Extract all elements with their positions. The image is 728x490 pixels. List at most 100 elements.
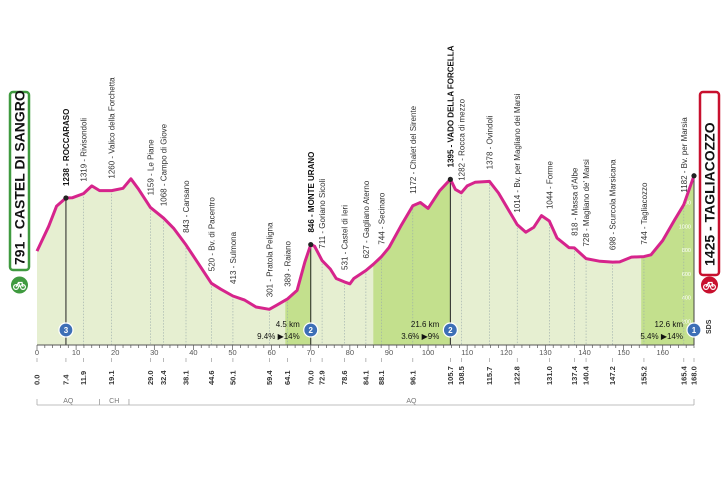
km-point-label: 11.9 — [79, 371, 88, 385]
km-point-label: 131.0 — [545, 366, 554, 385]
km-point-label: 29.0 — [146, 370, 155, 385]
km-tick-label: 60 — [267, 348, 275, 357]
km-point-label: 38.1 — [181, 370, 190, 385]
waypoint-label: 818 - Massa d'Albe — [570, 167, 579, 236]
region-label: CH — [109, 398, 119, 405]
km-point-label: 137.4 — [570, 365, 579, 385]
waypoint-label: 728 - Magliano de' Marsi — [582, 159, 591, 247]
climb-zone-fill — [641, 175, 694, 345]
km-point-label: 122.8 — [513, 366, 522, 385]
climb-category-number: 3 — [64, 326, 69, 335]
km-tick-label: 130 — [539, 348, 552, 357]
waypoint-label: 846 - MONTE URANO — [307, 152, 316, 233]
climb-length: 21.6 km — [411, 320, 440, 329]
brand-logo: SDS — [706, 319, 713, 334]
summit-point — [447, 176, 453, 182]
climb-category-number: 2 — [309, 326, 314, 335]
km-point-label: 168.0 — [690, 366, 699, 385]
altitude-tick-label: 400 — [682, 296, 691, 302]
waypoint-label: 744 - Secinaro — [378, 192, 387, 245]
km-tick-label: 30 — [150, 348, 158, 357]
climb-length: 4.5 km — [276, 320, 300, 329]
km-tick-label: 20 — [111, 348, 119, 357]
climb-length: 12.6 km — [655, 320, 684, 329]
summit-points-layer — [63, 173, 697, 248]
climb-zone-layer — [285, 175, 694, 345]
profile-area-fill — [37, 175, 694, 345]
profile-line — [35, 175, 696, 311]
region-strip-layer: AQ CH AQ — [36, 398, 695, 406]
km-tick-label: 90 — [385, 348, 393, 357]
waypoint-label: 1068 - Campo di Giove — [160, 123, 169, 206]
start-altitude: 791 — [12, 241, 28, 265]
climb-category-number: 1 — [692, 326, 697, 335]
km-point-label: 0.0 — [33, 375, 42, 385]
start-separator: - — [12, 229, 28, 238]
km-tick-label: 120 — [500, 348, 513, 357]
region-label: AQ — [406, 398, 417, 405]
km-point-label: 64.1 — [283, 370, 292, 385]
km-tick-label: 140 — [578, 348, 591, 357]
km-point-label: 140.4 — [582, 365, 591, 385]
km-point-label: 72.9 — [318, 370, 327, 385]
waypoint-label: 389 - Raiano — [284, 240, 293, 286]
waypoint-label: 1378 - Ovindoli — [485, 115, 494, 169]
km-point-label: 96.1 — [408, 370, 417, 385]
waypoint-label: 1319 - Rivisondoli — [80, 118, 89, 182]
waypoint-label: 301 - Pratola Peligna — [265, 222, 274, 297]
km-point-label: 108.5 — [457, 366, 466, 385]
finish-altitude: 1425 — [702, 235, 718, 266]
altitude-tick-label: 600 — [682, 272, 691, 278]
waypoint-label: 1159 - Le Piane — [146, 139, 155, 195]
km-tick-label: 110 — [461, 348, 473, 357]
finish-badge: 1425 - TAGLIACOZZO — [698, 90, 721, 294]
km-point-label: 44.6 — [207, 370, 216, 385]
climb-category-badge — [303, 322, 319, 338]
km-tick-label: 70 — [307, 348, 315, 357]
km-tick-label: 10 — [72, 348, 80, 357]
finish-bike-icon — [702, 281, 716, 291]
profile-fill-layer — [37, 175, 694, 345]
climb-badges-layer: 3 2 4.5 km 9.4% ▶14% 2 21.6 km 3.6% ▶9% 1 12.6 k… — [58, 320, 702, 341]
start-name: CASTEL DI SANGRO — [12, 90, 28, 229]
waypoint-label: 1260 - Valico della Forchetta — [108, 77, 117, 179]
start-badge: 791 - CASTEL DI SANGRO — [8, 90, 31, 294]
altitude-tick-label: 200 — [682, 319, 691, 325]
finish-label: 1425 - TAGLIACOZZO — [702, 122, 718, 266]
start-bike-icon — [13, 281, 27, 291]
waypoint-label: 1182 - Bv. per Marsia — [680, 117, 689, 193]
region-label: AQ — [63, 398, 74, 405]
finish-separator: - — [702, 222, 718, 231]
waypoint-label: 843 - Cansano — [182, 180, 191, 233]
km-point-label: 32.4 — [159, 370, 168, 385]
waypoint-label: 1014 - Bv. per Magliano dei Marsi — [513, 93, 522, 212]
waypoint-label: 531 - Castel di Ieri — [340, 205, 349, 270]
km-point-label: 78.6 — [340, 370, 349, 385]
km-point-label: 105.7 — [446, 366, 455, 385]
waypoint-lines-layer — [65, 179, 685, 345]
finish-name: TAGLIACOZZO — [702, 122, 718, 222]
km-tick-label: 0 — [35, 348, 39, 357]
km-point-label: 147.2 — [608, 366, 617, 385]
km-point-label: 70.0 — [306, 370, 315, 385]
waypoint-label: 627 - Gagliano Aterno — [362, 180, 371, 258]
climb-gradient: 9.4% ▶14% — [257, 332, 300, 341]
climb-category-badge — [686, 322, 702, 338]
waypoint-label: 520 - Bv. di Pacentro — [207, 197, 216, 272]
km-point-label: 84.1 — [361, 370, 370, 385]
climb-category-badge — [58, 322, 74, 338]
waypoint-label: 744 - Tagliacozzo — [640, 182, 649, 245]
waypoint-label: 1395 - VADO DELLA FORCELLA — [446, 45, 455, 167]
climb-category-badge — [442, 322, 458, 338]
waypoint-label: 1238 - ROCCARASO — [62, 109, 71, 186]
km-point-label: 115.7 — [485, 367, 494, 385]
km-point-label: 165.4 — [679, 365, 688, 385]
km-point-label: 155.2 — [639, 366, 648, 385]
km-axis-layer: 0 10 20 30 40 50 60 70 80 90 100 110 120 130 140 150 160… — [33, 344, 699, 385]
km-tick-label: 160 — [656, 348, 669, 357]
km-tick-label: 80 — [346, 348, 354, 357]
waypoint-labels-layer: 1238 - ROCCARASO 1319 - Rivisondoli 1260 -… — [62, 45, 689, 297]
climb-category-number: 2 — [448, 326, 453, 335]
